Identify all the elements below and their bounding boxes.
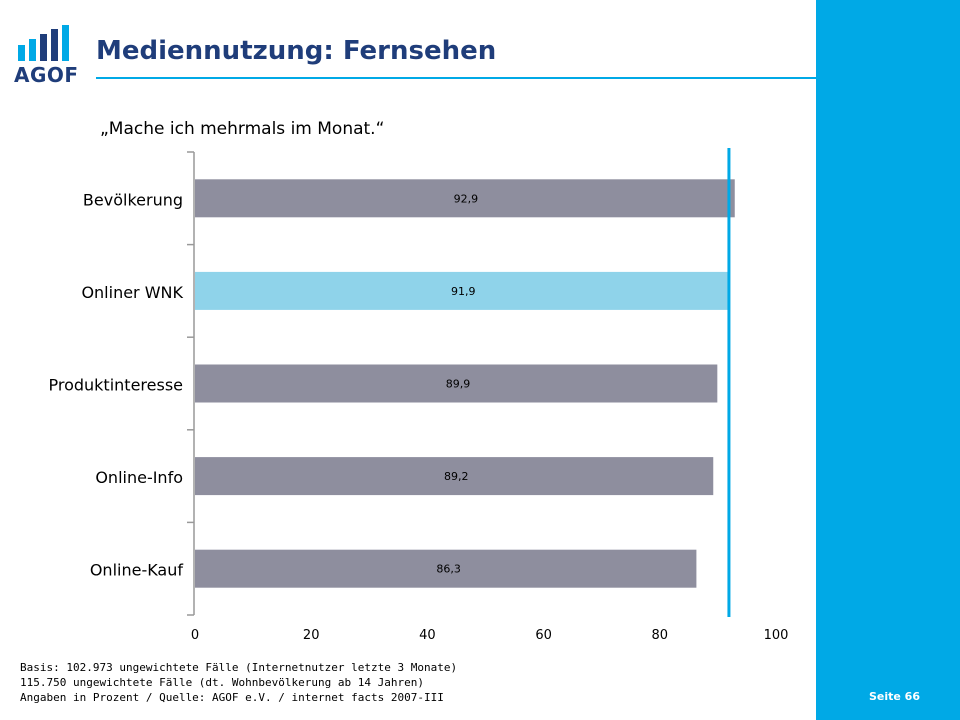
x-tick-label: 60 <box>535 628 552 643</box>
data-label: 91,9 <box>451 285 476 298</box>
bar <box>195 364 718 403</box>
x-tick-label: 0 <box>191 628 199 643</box>
category-label: Produktinteresse <box>48 376 183 395</box>
category-label: Online-Kauf <box>90 561 184 580</box>
page-number: Seite 66 <box>868 690 920 703</box>
right-accent-band: Seite 66 <box>816 0 960 720</box>
category-label: Bevölkerung <box>83 190 183 209</box>
data-label: 89,2 <box>444 470 469 483</box>
bar-chart-icon <box>18 25 69 61</box>
data-label: 89,9 <box>446 378 471 391</box>
bar-chart: 92,9 Bevölkerung 91,9 Onliner WNK 89,9 Produk… <box>48 148 789 643</box>
x-tick-label: 80 <box>652 628 669 643</box>
x-tick-label: 20 <box>303 628 320 643</box>
page-title: Mediennutzung: Fernsehen <box>96 36 497 66</box>
bar <box>195 549 697 588</box>
title-divider <box>96 77 816 79</box>
bar <box>195 271 729 310</box>
x-tick-label: 40 <box>419 628 436 643</box>
data-label: 92,9 <box>454 192 479 205</box>
bar <box>195 457 714 496</box>
x-tick-label: 100 <box>764 628 789 643</box>
data-label: 86,3 <box>436 563 461 576</box>
agof-logo: AGOF <box>14 25 78 89</box>
bar <box>195 179 735 218</box>
category-label: Onliner WNK <box>81 283 183 302</box>
footnote-line: Angaben in Prozent / Quelle: AGOF e.V. /… <box>20 691 444 704</box>
footnote: Basis: 102.973 ungewichtete Fälle (Inter… <box>20 660 457 705</box>
footnote-line: 115.750 ungewichtete Fälle (dt. Wohnbevö… <box>20 676 424 689</box>
category-label: Online-Info <box>95 468 183 487</box>
chart-subtitle: „Mache ich mehrmals im Monat.“ <box>100 119 385 139</box>
footnote-line: Basis: 102.973 ungewichtete Fälle (Inter… <box>20 661 458 674</box>
logo-text: AGOF <box>14 63 79 87</box>
